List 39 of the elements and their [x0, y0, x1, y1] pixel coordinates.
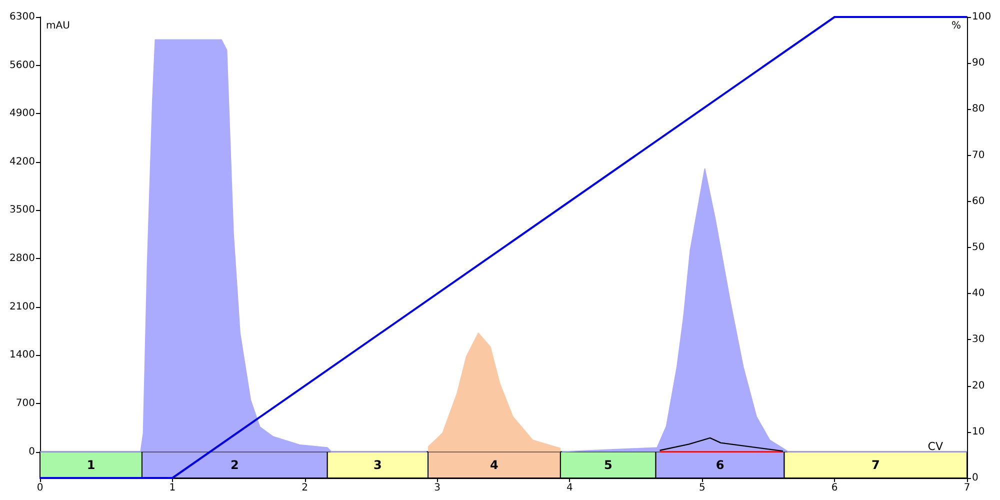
y2-tick-label: 30	[972, 334, 985, 346]
y2-tick-label: 20	[972, 380, 985, 392]
y-tick-label: 2800	[10, 253, 35, 264]
y-tick-label: 6300	[10, 12, 35, 22]
y-tick-label: 4900	[10, 108, 35, 120]
y-tick-label: 700	[16, 398, 35, 409]
y-tick-label: 5600	[10, 60, 35, 71]
x-axis-title: CV	[928, 440, 944, 453]
y2-tick-label: 100	[972, 12, 992, 22]
y2-tick-label: 10	[972, 426, 985, 438]
y2-tick-label: 70	[972, 150, 985, 161]
band-label: 1	[86, 458, 96, 472]
y-tick-label: 0	[28, 446, 35, 458]
y-tick-label: 2100	[10, 301, 35, 312]
x-tick-label: 7	[964, 482, 970, 494]
y2-tick-label: 60	[972, 196, 985, 207]
band-label: 3	[374, 458, 382, 472]
x-tick-label: 2	[302, 482, 308, 494]
y-tick-label: 4200	[10, 156, 35, 168]
y2-tick-label: 90	[972, 58, 985, 69]
band-label: 2	[230, 458, 239, 472]
y-axis-title: mAU	[46, 20, 70, 32]
y2-tick-label: 50	[972, 242, 985, 253]
x-tick-label: 1	[169, 482, 176, 494]
y2-tick-label: 0	[972, 472, 978, 484]
x-tick-label: 5	[698, 482, 706, 494]
band-label: 7	[871, 458, 880, 472]
y-tick-label: 1400	[10, 350, 35, 361]
x-tick-label: 0	[36, 482, 44, 494]
band-label: 4	[490, 458, 498, 472]
x-tick-label: 4	[566, 482, 573, 494]
band-label: 5	[604, 458, 612, 472]
y2-axis-title: %	[951, 20, 961, 32]
x-tick-label: 6	[831, 482, 838, 494]
x-tick-label: 3	[434, 482, 440, 494]
y-tick-label: 3500	[10, 204, 35, 216]
y2-tick-label: 80	[972, 104, 985, 115]
y2-tick-label: 40	[972, 288, 985, 300]
band-label: 6	[716, 458, 724, 472]
